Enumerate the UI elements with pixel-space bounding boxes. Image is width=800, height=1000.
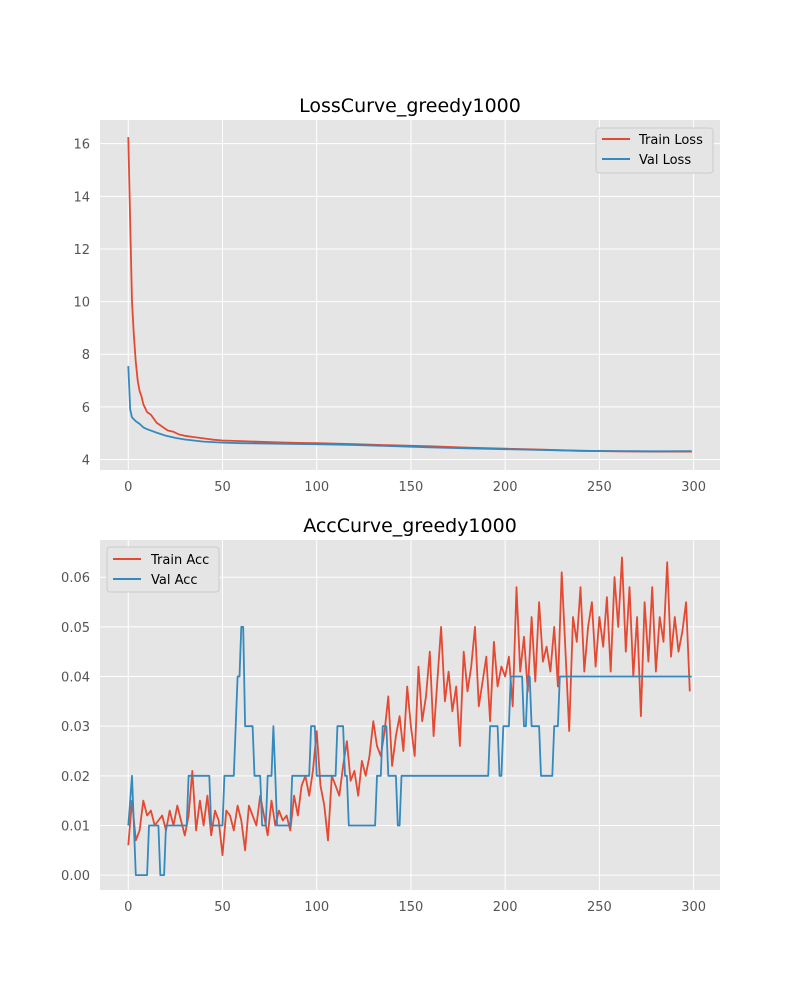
- loss-y-tick-label: 6: [82, 401, 90, 416]
- loss-y-tick-label: 14: [73, 190, 90, 205]
- loss-legend: Train Loss Val Loss: [595, 127, 714, 174]
- acc-x-tick-label: 50: [214, 900, 231, 915]
- loss-series-val-line: [127, 366, 692, 453]
- loss-chart: 0 50 100 150 200 250 300 4 6 8 10 12 14 16 LossCurve…: [73, 95, 720, 495]
- loss-legend-train-label: Train Loss: [638, 133, 703, 148]
- loss-y-tick-label: 16: [73, 138, 90, 153]
- loss-x-tick-label: 150: [399, 480, 424, 495]
- acc-y-tick-label: 0.01: [61, 819, 90, 834]
- acc-y-ticks: 0.00 0.01 0.02 0.03 0.04 0.05 0.06: [61, 571, 90, 884]
- acc-x-tick-label: 200: [493, 900, 518, 915]
- acc-x-tick-label: 100: [304, 900, 329, 915]
- acc-y-tick-label: 0.00: [61, 869, 90, 884]
- loss-grid: [100, 120, 720, 470]
- acc-x-tick-label: 150: [399, 900, 424, 915]
- acc-legend: Train Acc Val Acc: [106, 546, 220, 593]
- acc-chart: 0 50 100 150 200 250 300 0.000.010.020.030.040…: [61, 515, 720, 915]
- loss-x-ticks: 0 50 100 150 200 250 300: [124, 480, 706, 495]
- loss-chart-title: LossCurve_greedy1000: [299, 95, 521, 117]
- acc-y-tick-label: 0.03: [61, 720, 90, 735]
- acc-series-train-line: [127, 556, 691, 857]
- acc-y-tick-label: 0.06: [61, 571, 90, 586]
- acc-series-val-line: [127, 626, 692, 876]
- loss-plot-area: [100, 120, 720, 470]
- loss-series: [127, 137, 692, 453]
- loss-x-tick-label: 50: [214, 480, 231, 495]
- loss-legend-val-label: Val Loss: [639, 153, 691, 168]
- loss-y-tick-label: 8: [82, 348, 90, 363]
- acc-chart-title: AccCurve_greedy1000: [303, 515, 517, 537]
- loss-x-tick-label: 200: [493, 480, 518, 495]
- acc-legend-val-label: Val Acc: [151, 573, 198, 588]
- loss-x-tick-label: 100: [304, 480, 329, 495]
- loss-y-tick-label: 4: [82, 453, 90, 468]
- acc-x-tick-label: 250: [587, 900, 612, 915]
- acc-x-tick-label: 300: [681, 900, 706, 915]
- acc-x-ticks: 0 50 100 150 200 250 300: [124, 900, 706, 915]
- acc-y-tick-label: 0.02: [61, 770, 90, 785]
- loss-x-tick-label: 250: [587, 480, 612, 495]
- loss-y-ticks: 4 6 8 10 12 14 16: [73, 138, 90, 469]
- loss-x-tick-label: 300: [681, 480, 706, 495]
- acc-y-tick-label: 0.04: [61, 671, 90, 686]
- loss-x-tick-label: 0: [124, 480, 132, 495]
- acc-y-tick-label: 0.05: [61, 621, 90, 636]
- acc-x-tick-label: 0: [124, 900, 132, 915]
- loss-y-tick-label: 12: [73, 243, 90, 258]
- loss-y-tick-label: 10: [73, 296, 90, 311]
- acc-legend-train-label: Train Acc: [150, 553, 209, 568]
- acc-series: [127, 556, 692, 876]
